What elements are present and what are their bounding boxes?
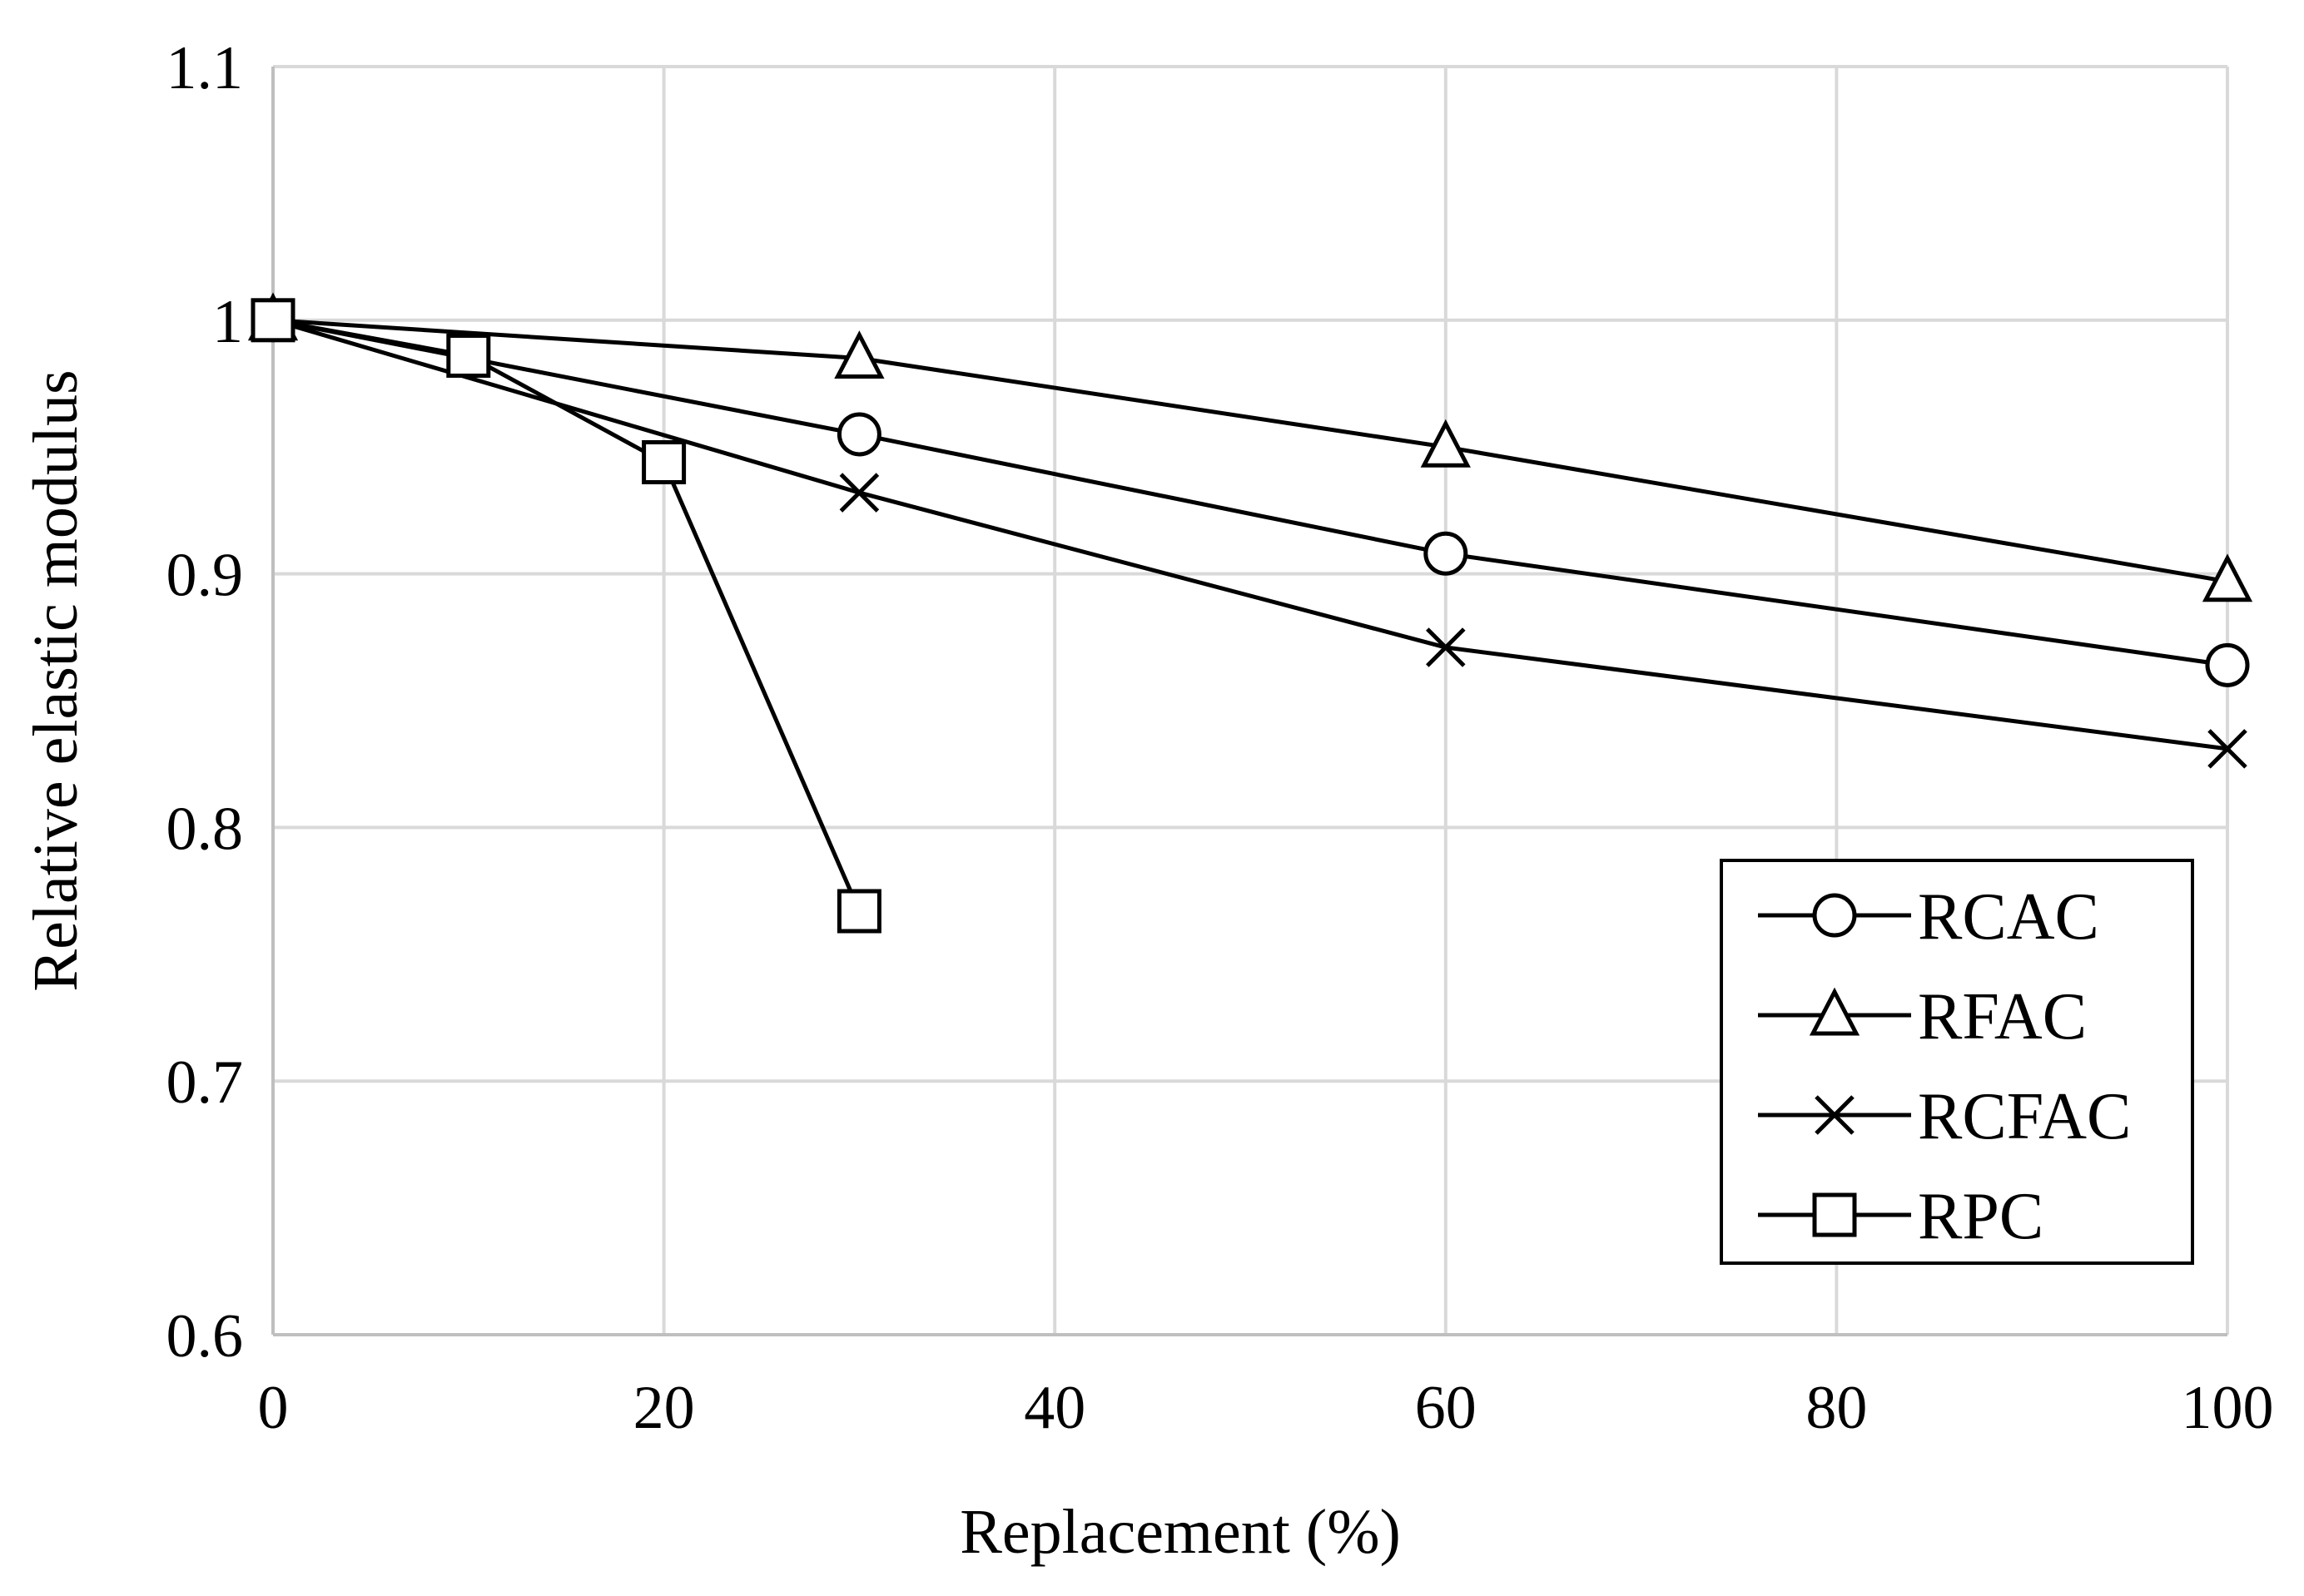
tick-label-layer: 0 20 40 60 80 100 0.6 0.7 0.8 0.9 1 1.1	[166, 34, 2274, 1442]
legend-marker-rcac	[1812, 893, 1857, 938]
x-tick-label: 80	[1805, 1374, 1867, 1442]
data-point-rcfac	[839, 473, 880, 513]
y-axis-title: Relative elastic modulus	[21, 369, 91, 991]
legend-item-rcac: RCAC	[1758, 880, 2099, 954]
data-point-rcfac	[2207, 729, 2247, 769]
legend-label-rcac: RCAC	[1918, 880, 2099, 954]
y-tick-label: 1	[212, 288, 243, 356]
grid-layer	[273, 65, 2229, 1335]
data-point-rcac	[1423, 531, 1468, 576]
data-point-rfac	[1420, 419, 1471, 468]
y-tick-label: 1.1	[166, 34, 244, 102]
series-line-rcac	[272, 318, 2228, 667]
legend-marker-rpc	[1812, 1192, 1857, 1237]
x-axis-title: Replacement (%)	[960, 1497, 1401, 1567]
x-tick-label: 20	[633, 1374, 695, 1442]
y-tick-label: 0.9	[166, 542, 244, 610]
data-point-rfac	[2202, 553, 2253, 602]
series-line-rpc	[272, 318, 862, 912]
x-tick-label: 40	[1024, 1374, 1085, 1442]
legend-box	[1720, 859, 2194, 1265]
data-point-rpc	[642, 439, 687, 484]
x-tick-label: 0	[258, 1374, 289, 1442]
legend-label-rfac: RFAC	[1918, 980, 2087, 1053]
axis-layer	[271, 67, 2227, 1336]
data-point-rpc	[446, 333, 491, 378]
x-tick-label: 100	[2182, 1374, 2274, 1442]
y-tick-label: 0.7	[166, 1048, 244, 1117]
legend-marker-rfac	[1809, 987, 1860, 1036]
marker-layer	[247, 292, 2253, 934]
series-line-rfac	[272, 318, 2228, 584]
data-point-rcfac	[1426, 627, 1466, 667]
data-point-rcac	[837, 412, 881, 457]
legend-label-rcfac: RCFAC	[1918, 1080, 2131, 1153]
legend-item-rpc: RPC	[1758, 1180, 2043, 1253]
series-layer	[272, 318, 2228, 912]
legend-label-rpc: RPC	[1918, 1180, 2043, 1253]
data-point-rpc	[251, 298, 295, 343]
legend-item-rfac: RFAC	[1758, 980, 2087, 1053]
x-tick-label: 60	[1415, 1374, 1477, 1442]
data-point-rpc	[837, 889, 881, 934]
data-point-rcac	[2205, 642, 2250, 687]
legend-item-rcfac: RCFAC	[1758, 1080, 2131, 1153]
y-tick-label: 0.8	[166, 795, 244, 863]
series-line-rcfac	[272, 318, 2228, 751]
legend: RCAC RFAC RCFAC RPC	[1720, 859, 2194, 1265]
legend-marker-rcfac	[1815, 1095, 1855, 1135]
y-tick-label: 0.6	[166, 1302, 244, 1370]
data-point-rfac	[834, 330, 885, 379]
